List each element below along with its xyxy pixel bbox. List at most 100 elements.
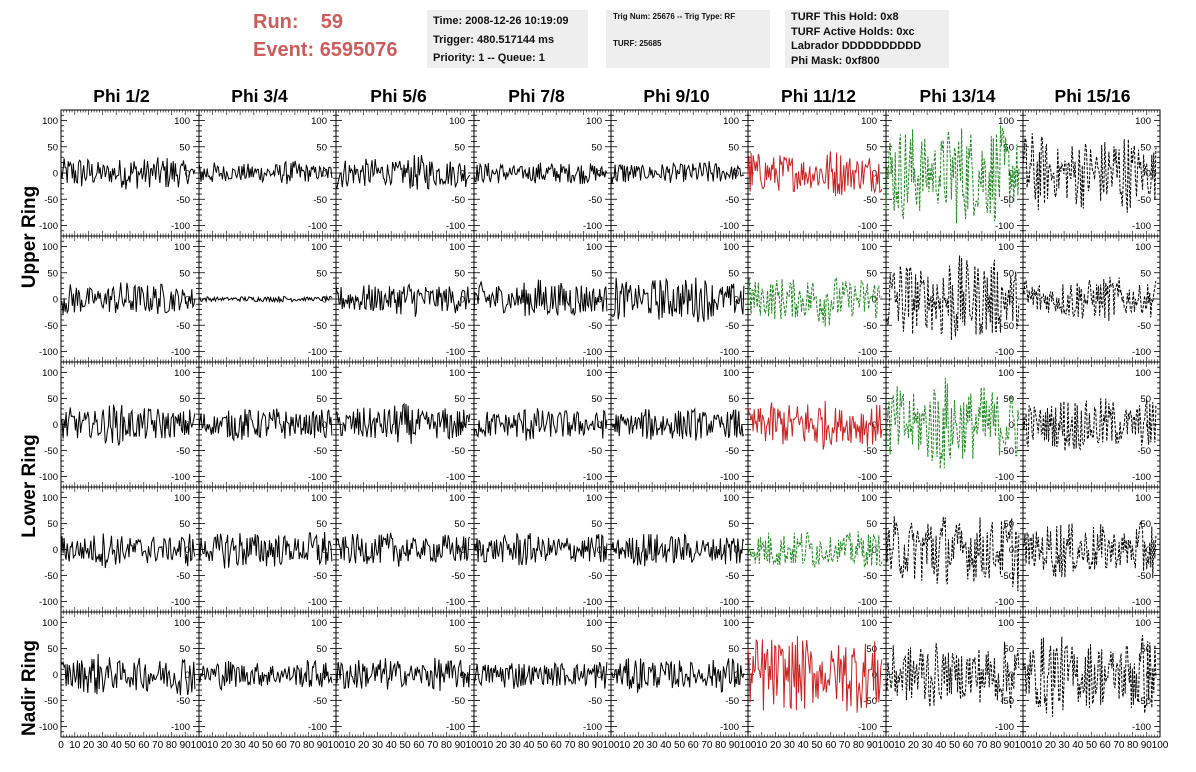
- y-tick-label: -100: [1132, 221, 1151, 232]
- y-tick-label: 50: [316, 142, 327, 153]
- y-tick-label: -50: [451, 195, 465, 206]
- y-tick-label: -50: [863, 446, 877, 457]
- y-tick-label: 50: [179, 394, 190, 405]
- y-tick-label: 0: [460, 295, 465, 306]
- time-info-box: Time: 2008-12-26 10:19:09 Trigger: 480.5…: [427, 10, 588, 68]
- y-tick-label: 50: [591, 519, 602, 530]
- y-tick-label: -50: [588, 321, 602, 332]
- y-tick-label: 100: [723, 368, 739, 379]
- y-tick-label: -50: [451, 321, 465, 332]
- y-tick-label: -100: [858, 472, 877, 483]
- y-tick-label: -100: [858, 347, 877, 358]
- y-tick-label: 50: [728, 142, 739, 153]
- y-tick-label: 50: [728, 519, 739, 530]
- waveform-line: [747, 400, 883, 450]
- y-tick-label: -50: [1000, 571, 1014, 582]
- waveform-line: [1022, 276, 1157, 321]
- y-tick-label: 0: [872, 545, 877, 556]
- y-tick-label: 0: [322, 420, 327, 431]
- y-tick-label: -50: [863, 195, 877, 206]
- y-tick-label: -100: [171, 597, 190, 608]
- y-tick-label: 0: [1146, 420, 1151, 431]
- y-tick-label: 100: [723, 493, 739, 504]
- run-label: Run:: [253, 11, 299, 33]
- y-tick-label: 50: [316, 268, 327, 279]
- y-tick-label: -50: [451, 446, 465, 457]
- y-tick-label: -100: [995, 472, 1014, 483]
- y-tick-label: 100: [174, 368, 190, 379]
- panel-frame: [198, 109, 337, 237]
- turf-num-text: TURF: 25685: [613, 39, 662, 48]
- waveform-line: [60, 404, 196, 446]
- y-tick-label: 100: [861, 116, 877, 127]
- column-header-phi-13-14: Phi 13/14: [919, 86, 996, 106]
- y-tick-label: 100: [998, 493, 1014, 504]
- waveform-line: [747, 531, 883, 569]
- y-tick-label: 50: [728, 268, 739, 279]
- event-label: Event:: [253, 39, 315, 61]
- y-tick-label: -50: [451, 571, 465, 582]
- priority-text: Priority: 1 -- Queue: 1: [433, 52, 545, 64]
- y-tick-label: 0: [1009, 169, 1014, 180]
- y-tick-label: 100: [586, 242, 602, 253]
- waveform-line: [60, 282, 196, 315]
- waveform-line: [885, 255, 1020, 341]
- y-tick-label: -50: [1137, 446, 1151, 457]
- y-tick-label: 0: [597, 420, 602, 431]
- y-tick-label: 0: [872, 169, 877, 180]
- waveform-line: [885, 125, 1020, 224]
- y-tick-label: 0: [322, 295, 327, 306]
- y-tick-label: -50: [176, 446, 190, 457]
- y-tick-label: 50: [1003, 394, 1014, 405]
- y-tick-label: -100: [171, 347, 190, 358]
- y-tick-label: 100: [586, 368, 602, 379]
- trig-info-box: Trig Num: 25676 -- Trig Type: RF TURF: 2…: [606, 10, 770, 68]
- y-tick-label: 50: [454, 519, 465, 530]
- waveform-line: [610, 407, 745, 441]
- y-tick-label: 50: [1003, 142, 1014, 153]
- y-tick-label: 100: [311, 116, 327, 127]
- turf-active-text: TURF Active Holds: 0xc: [791, 25, 915, 38]
- waveform-line: [610, 533, 745, 567]
- column-header-phi-11-12: Phi 11/12: [781, 86, 856, 106]
- y-tick-label: 100: [861, 242, 877, 253]
- y-tick-label: 100: [174, 116, 190, 127]
- y-tick-label: 100: [449, 242, 465, 253]
- y-tick-label: 100: [449, 116, 465, 127]
- y-tick-label: -50: [588, 446, 602, 457]
- y-tick-label: -100: [446, 597, 465, 608]
- waveform-line: [885, 377, 1020, 469]
- y-tick-label: -50: [588, 571, 602, 582]
- y-tick-label: 50: [454, 268, 465, 279]
- waveform-line: [610, 161, 745, 185]
- y-tick-label: 50: [591, 394, 602, 405]
- y-tick-label: 0: [322, 169, 327, 180]
- y-tick-label: 50: [591, 142, 602, 153]
- turf-hold-text: TURF This Hold: 0x8: [791, 11, 899, 23]
- y-tick-label: -50: [313, 571, 327, 582]
- y-tick-label: -50: [725, 321, 739, 332]
- event-value: 6595076: [319, 39, 398, 61]
- y-tick-label: -100: [720, 472, 739, 483]
- y-tick-label: -100: [171, 472, 190, 483]
- waveform-line: [335, 155, 471, 190]
- panel-frame: [1022, 486, 1161, 613]
- waveform-line: [335, 402, 471, 444]
- y-tick-label: 0: [322, 545, 327, 556]
- waveform-line: [473, 408, 608, 441]
- y-tick-label: 50: [1003, 519, 1014, 530]
